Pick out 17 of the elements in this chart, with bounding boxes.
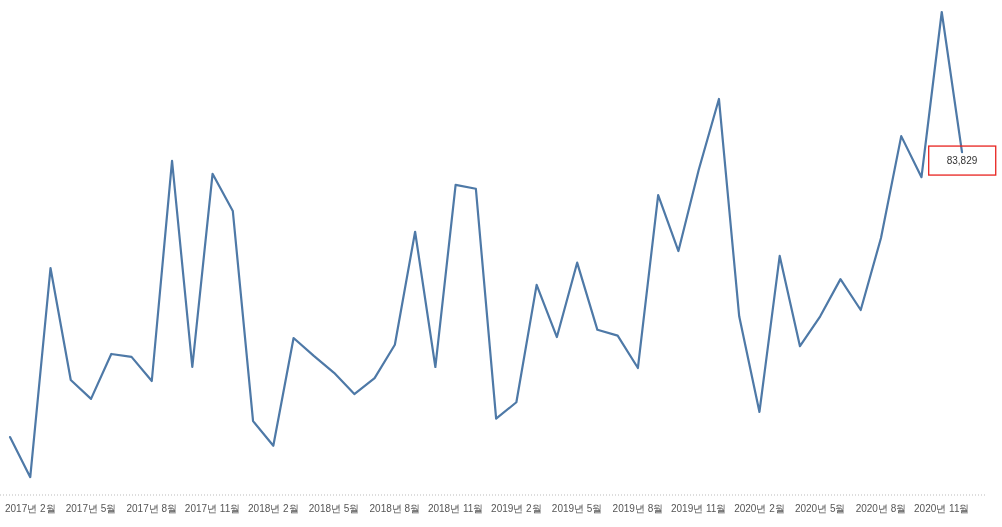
x-tick-label: 2019년 8월: [612, 503, 664, 514]
x-tick-label: 2020년 8월: [855, 503, 907, 514]
x-tick-label: 2017년 2월: [4, 503, 56, 514]
x-tick-label: 2018년 2월: [248, 503, 299, 514]
x-tick-label: 2018년 5월: [308, 503, 360, 514]
x-tick-label: 2019년 5월: [551, 503, 603, 514]
x-tick-label: 2017년 11월: [184, 503, 241, 514]
x-tick-label: 2019년 2월: [491, 503, 542, 514]
x-tick-label: 2017년 8월: [126, 503, 178, 514]
x-tick-label: 2020년 11월: [914, 503, 970, 514]
x-tick-label: 2017년 5월: [65, 503, 117, 514]
x-tick-label: 2018년 8월: [369, 503, 421, 514]
x-tick-label: 2018년 11월: [427, 503, 484, 514]
x-tick-label: 2020년 2월: [734, 503, 785, 514]
x-tick-label: 2019년 11월: [670, 503, 727, 514]
annotation: 83,829: [946, 155, 978, 167]
x-tick-label: 2020년 5월: [794, 503, 846, 514]
